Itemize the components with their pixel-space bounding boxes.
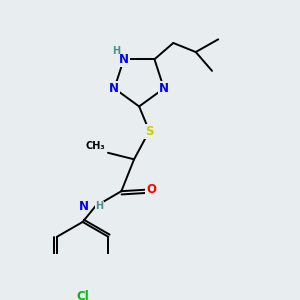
Text: N: N	[119, 53, 129, 66]
Text: S: S	[145, 124, 154, 138]
Text: Cl: Cl	[76, 290, 89, 300]
Text: H: H	[95, 201, 104, 212]
Text: N: N	[79, 200, 89, 213]
Text: CH₃: CH₃	[85, 141, 105, 151]
Text: N: N	[159, 82, 169, 95]
Text: N: N	[109, 82, 119, 95]
Text: O: O	[146, 183, 156, 196]
Text: H: H	[112, 46, 120, 56]
